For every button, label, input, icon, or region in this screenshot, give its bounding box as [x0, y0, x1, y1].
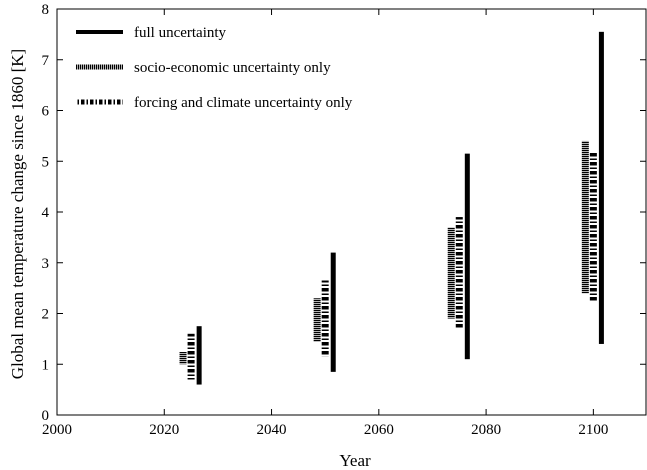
y-tick-label: 5: [42, 154, 50, 170]
range-bar-dashdot: [455, 217, 463, 329]
y-axis-label: Global mean temperature change since 186…: [8, 49, 27, 379]
y-tick-label: 0: [42, 408, 50, 424]
y-tick-label: 2: [42, 307, 50, 323]
legend-swatch-solid: [76, 30, 123, 34]
x-tick-label: 2100: [578, 422, 608, 438]
range-bar-dotted: [447, 227, 455, 319]
x-tick-label: 2000: [42, 422, 72, 438]
range-bar-solid: [196, 326, 202, 385]
x-tick-label: 2020: [149, 422, 179, 438]
x-tick-label: 2040: [257, 422, 287, 438]
range-bar-dashdot: [321, 280, 329, 357]
y-tick-label: 8: [42, 2, 50, 18]
legend-entry: forcing and climate uncertainty only: [134, 95, 353, 111]
y-tick-label: 6: [42, 104, 50, 120]
y-tick-label: 7: [42, 53, 50, 69]
x-axis-ticks: 2000 2020 2040 2060 2080 2100: [42, 9, 608, 438]
legend-entry: socio-economic uncertainty only: [134, 60, 331, 76]
range-bar-dotted: [179, 351, 187, 365]
y-axis-ticks: 0 1 2 3 4 5 6 7 8: [42, 2, 646, 424]
range-bar-solid: [464, 153, 470, 360]
range-bar-dashdot: [187, 333, 195, 380]
y-tick-label: 4: [42, 205, 50, 221]
x-axis-label: Year: [339, 451, 371, 470]
legend-swatch-dashdot: [76, 99, 123, 105]
legend: full uncertainty socio-economic uncertain…: [76, 25, 353, 111]
range-bars: [179, 31, 604, 385]
x-tick-label: 2060: [364, 422, 394, 438]
legend-entry: full uncertainty: [134, 25, 227, 41]
range-bar-dotted: [581, 140, 589, 294]
range-bar-dashdot: [589, 151, 597, 301]
y-tick-label: 3: [42, 256, 50, 272]
range-bar-dotted: [313, 298, 321, 342]
legend-swatch-dotted: [76, 64, 123, 70]
range-bar-solid: [330, 252, 336, 372]
x-tick-label: 2080: [471, 422, 501, 438]
range-bar-solid: [598, 31, 604, 344]
y-tick-label: 1: [42, 357, 50, 373]
